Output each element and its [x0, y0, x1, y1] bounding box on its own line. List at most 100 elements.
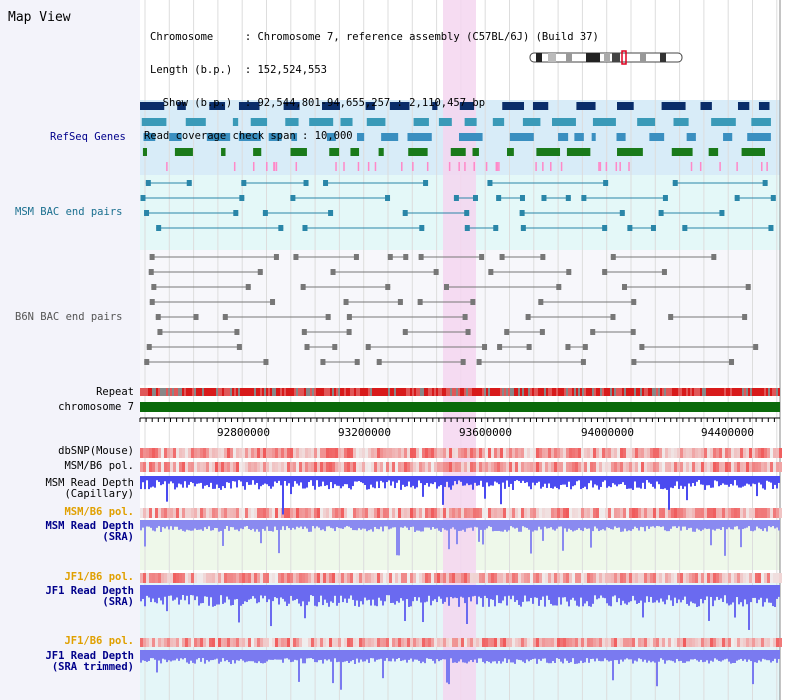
- b6n-bac-end: [539, 329, 545, 335]
- msm-depth-capillary-bar: [324, 476, 326, 486]
- msm-depth-capillary-bar: [600, 476, 602, 487]
- dbsnp-cell: [761, 448, 764, 458]
- jf1-depth-sra-bar: [314, 585, 316, 606]
- jf1-depth-sra-bar: [474, 585, 476, 596]
- repeat-feature: [766, 388, 768, 396]
- repeat-feature: [254, 388, 256, 396]
- dbsnp-cell: [398, 448, 401, 458]
- msm-bac-end: [581, 195, 587, 201]
- msm-depth-sra-bar: [476, 520, 478, 528]
- jf1-b6-pol-2-cell: [455, 638, 458, 647]
- msm-b6-pol-2-cell: [692, 508, 695, 518]
- jf1-depth-trimmed-bar: [426, 650, 428, 659]
- gene-feature: [464, 118, 477, 126]
- msm-depth-sra-bar: [756, 520, 758, 527]
- jf1-depth-sra-bar: [688, 585, 690, 606]
- msm-depth-sra-bar: [716, 520, 718, 529]
- track-label-msm-bac[interactable]: MSM BAC end pairs: [15, 206, 123, 218]
- msm-depth-capillary-bar: [238, 476, 240, 481]
- msm-depth-sra-bar: [390, 520, 392, 529]
- msm-depth-sra-bar: [538, 520, 540, 527]
- jf1-depth-trimmed-bar: [198, 650, 200, 659]
- msm-depth-capillary-bar: [514, 476, 516, 482]
- msm-depth-sra-bar: [534, 520, 536, 531]
- msm-depth-capillary-bar: [466, 476, 468, 484]
- msm-b6-pol-cell: [464, 462, 467, 472]
- jf1-b6-pol-cell: [428, 573, 431, 583]
- msm-b6-pol-2-cell: [455, 508, 458, 518]
- msm-depth-sra-bar: [558, 520, 560, 527]
- msm-depth-sra-bar: [186, 520, 188, 530]
- msm-b6-pol-2-cell: [605, 508, 608, 518]
- msm-b6-pol-cell: [533, 462, 536, 472]
- msm-bac-end: [278, 225, 284, 231]
- jf1-depth-trimmed-bar: [224, 650, 226, 662]
- msm-depth-capillary-bar: [496, 476, 498, 483]
- msm-b6-pol-2-cell: [704, 508, 707, 518]
- repeat-feature: [520, 388, 522, 396]
- jf1-depth-sra-bar: [328, 585, 330, 607]
- track-label-b6n-bac[interactable]: B6N BAC end pairs: [15, 311, 123, 323]
- jf1-depth-trimmed-bar: [380, 650, 382, 659]
- repeat-feature: [348, 388, 350, 396]
- msm-depth-capillary-bar: [266, 476, 268, 485]
- msm-depth-capillary-bar: [664, 476, 666, 489]
- msm-depth-sra-bar: [316, 520, 318, 527]
- msm-depth-sra-bar: [504, 520, 506, 530]
- msm-depth-capillary-bar: [378, 476, 380, 489]
- msm-depth-capillary-bar: [546, 476, 548, 488]
- msm-b6-pol-2-cell: [440, 508, 443, 518]
- jf1-b6-pol-cell: [338, 573, 341, 583]
- msm-b6-pol-2-cell: [530, 508, 533, 518]
- jf1-b6-pol-2-cell: [527, 638, 530, 647]
- jf1-depth-sra-bar: [766, 585, 768, 599]
- msm-depth-capillary-bar: [164, 476, 166, 482]
- msm-depth-capillary-bar: [704, 476, 706, 490]
- dbsnp-cell: [554, 448, 557, 458]
- repeat-feature: [518, 388, 520, 396]
- jf1-depth-sra-bar: [720, 585, 722, 599]
- msm-depth-capillary-bar: [268, 476, 270, 487]
- msm-depth-sra-bar: [526, 520, 528, 528]
- msm-depth-sra-bar: [174, 520, 176, 527]
- jf1-depth-trimmed-bar: [724, 650, 726, 660]
- dbsnp-cell: [440, 448, 443, 458]
- msm-b6-pol-cell: [632, 462, 635, 472]
- jf1-depth-trimmed-bar: [522, 650, 524, 662]
- msm-depth-capillary-bar: [276, 476, 278, 483]
- msm-b6-pol-2-cell: [269, 508, 272, 518]
- b6n-bac-end: [525, 314, 531, 320]
- track-label-refseq[interactable]: RefSeq Genes: [50, 131, 126, 143]
- jf1-depth-trimmed-bar: [172, 650, 174, 661]
- jf1-depth-sra-bar: [694, 585, 696, 604]
- repeat-feature: [764, 388, 766, 396]
- msm-b6-pol-cell: [236, 462, 239, 472]
- msm-b6-pol-cell: [281, 462, 284, 472]
- jf1-b6-pol-2-cell: [188, 638, 191, 647]
- jf1-depth-sra-bar: [524, 585, 526, 596]
- msm-depth-sra-bar: [510, 520, 512, 527]
- jf1-b6-pol-cell: [455, 573, 458, 583]
- msm-b6-pol-2-cell: [668, 508, 671, 518]
- repeat-feature: [550, 388, 552, 396]
- dbsnp-cell: [605, 448, 608, 458]
- jf1-depth-sra-bar: [584, 585, 586, 604]
- repeat-feature: [618, 388, 620, 396]
- jf1-depth-sra-bar: [558, 585, 560, 598]
- jf1-depth-sra-bar: [684, 585, 686, 597]
- msm-depth-sra-bar: [428, 520, 430, 528]
- jf1-b6-pol-2-cell: [512, 638, 515, 647]
- dbsnp-cell: [185, 448, 188, 458]
- jf1-b6-pol-cell: [170, 573, 173, 583]
- msm-b6-pol-cell: [158, 462, 161, 472]
- msm-b6-pol-cell: [563, 462, 566, 472]
- jf1-depth-sra-bar: [412, 585, 414, 602]
- msm-bac-end: [239, 195, 245, 201]
- msm-depth-sra-bar: [164, 520, 166, 529]
- jf1-depth-trimmed-bar: [526, 650, 528, 660]
- jf1-b6-pol-2-cell: [239, 638, 242, 647]
- jf1-depth-trimmed-bar: [362, 650, 364, 662]
- jf1-depth-sra-bar: [208, 585, 210, 606]
- msm-depth-capillary-bar: [558, 476, 560, 490]
